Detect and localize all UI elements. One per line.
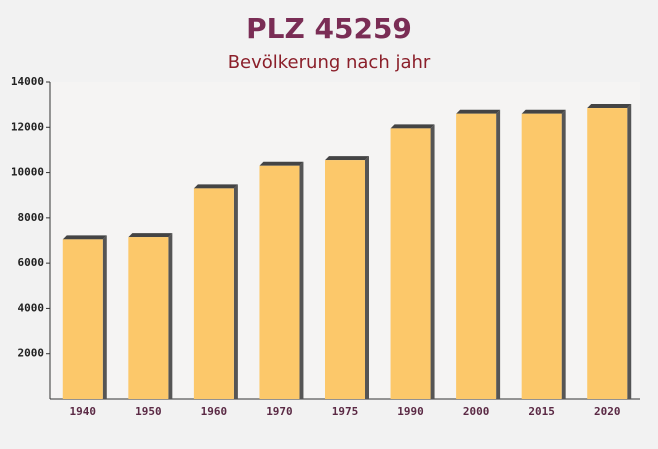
bar-side (102, 235, 107, 399)
bar-top (193, 184, 238, 189)
bar-side (168, 233, 173, 399)
y-tick-label: 10000 (11, 166, 44, 179)
bar-top (325, 156, 369, 161)
bar (587, 108, 628, 400)
x-tick-label: 1975 (332, 405, 359, 418)
bar (325, 160, 365, 399)
bar (128, 237, 169, 399)
bar (456, 113, 497, 399)
bar (193, 188, 234, 399)
x-tick-label: 2020 (594, 405, 621, 418)
chart-subtitle: Bevölkerung nach jahr (228, 52, 431, 73)
x-tick-label: 1960 (201, 405, 228, 418)
bar (390, 128, 431, 400)
y-tick-label: 12000 (11, 120, 44, 133)
bar-top (259, 161, 304, 166)
x-tick-label: 2015 (528, 405, 555, 418)
bar-side (561, 109, 566, 399)
x-tick-label: 1940 (70, 405, 97, 418)
bar-side (233, 184, 238, 399)
bar-top (587, 104, 632, 109)
y-tick-label: 14000 (11, 75, 44, 88)
x-tick-label: 1950 (135, 405, 162, 418)
bar-side (627, 104, 632, 400)
bar-side (365, 156, 369, 399)
x-tick-label: 2000 (463, 405, 490, 418)
bar-side (496, 109, 501, 399)
chart-title: PLZ 45259 (246, 12, 412, 45)
bar (521, 113, 562, 399)
bar-side (299, 161, 304, 399)
y-tick-label: 8000 (18, 211, 45, 224)
x-tick-label: 1970 (266, 405, 293, 418)
bar (62, 239, 103, 399)
bar-top (62, 235, 107, 240)
bar (259, 165, 300, 399)
bar-side (430, 124, 435, 400)
y-tick-label: 4000 (18, 301, 45, 314)
y-tick-label: 6000 (18, 256, 45, 269)
x-tick-label: 1990 (397, 405, 424, 418)
bar-top (521, 109, 566, 114)
bar-top (390, 124, 435, 129)
bar-top (128, 233, 173, 238)
y-tick-label: 2000 (18, 347, 45, 360)
bar-top (456, 109, 501, 114)
